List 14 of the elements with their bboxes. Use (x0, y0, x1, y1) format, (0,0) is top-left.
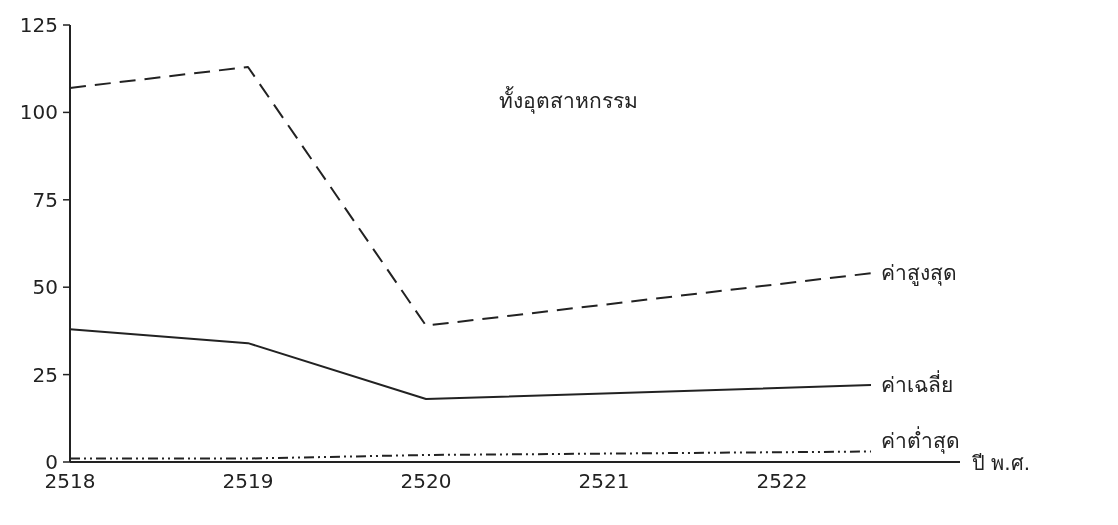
y-tick-label: 125 (19, 13, 58, 37)
series-label: ค่าเฉลี่ย (881, 370, 953, 398)
x-axis-title: ปี พ.ศ. (972, 451, 1031, 475)
series-label: ค่าต่ำสุด (881, 425, 960, 454)
y-tick-label: 100 (19, 100, 58, 125)
x-tick-label: 2522 (756, 469, 808, 493)
y-tick-label: 25 (32, 362, 58, 387)
text: ทั้งอุตสาหกรรม (498, 86, 638, 114)
x-tick-label: 2520 (400, 469, 452, 493)
y-tick-label: 75 (32, 187, 58, 212)
series-label: ค่าสูงสุด (881, 261, 957, 287)
x-tick-label: 2519 (222, 469, 274, 493)
y-tick-label: 50 (32, 275, 58, 300)
x-tick-label: 2521 (578, 469, 630, 493)
